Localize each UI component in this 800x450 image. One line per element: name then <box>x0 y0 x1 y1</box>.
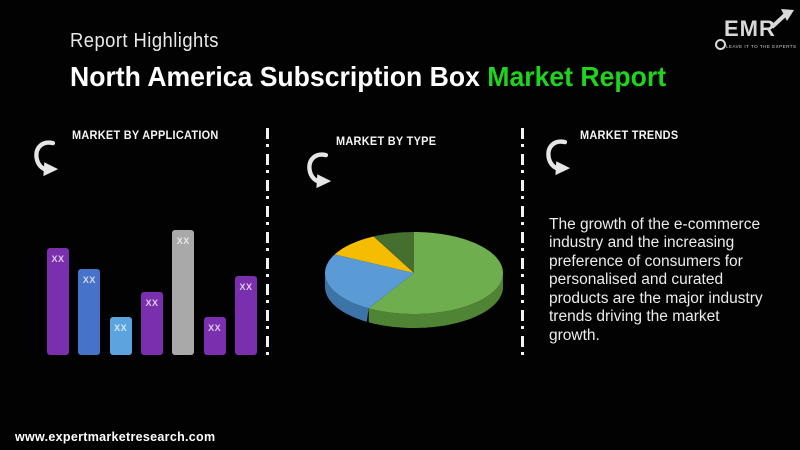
bar: XX <box>203 317 226 355</box>
report-eyebrow: Report Highlights <box>70 30 219 52</box>
curved-arrow-icon <box>546 139 571 176</box>
bar-value-label: XX <box>239 282 253 292</box>
section-title-trends: MARKET TRENDS <box>580 130 679 142</box>
footer-url: www.expertmarketresearch.com <box>15 430 216 444</box>
bar-value-label: XX <box>145 298 159 308</box>
pie-slice-side <box>368 273 503 328</box>
emr-logo-text: EMR <box>724 16 776 41</box>
page-title-white: North America Subscription Box <box>70 61 488 92</box>
bar-value-label: XX <box>208 323 222 333</box>
application-bar-chart: XX XX XX XX XX XX XX <box>47 225 257 355</box>
curved-arrow-icon <box>307 152 332 189</box>
bar: XX <box>78 269 101 355</box>
emr-tagline: Leave it to the Experts <box>726 44 797 49</box>
trends-paragraph: The growth of the e-commerce industry an… <box>549 215 763 345</box>
pie-slice <box>368 232 503 314</box>
pie-slice <box>373 232 414 273</box>
section-title-type: MARKET BY TYPE <box>336 136 437 148</box>
pie-slice <box>325 254 414 309</box>
dashed-divider <box>521 128 524 358</box>
bar-value-label: XX <box>51 254 65 264</box>
dashed-divider <box>266 128 269 358</box>
pie-slice <box>334 236 414 273</box>
pie-slice-side <box>325 273 369 322</box>
bar: XX <box>109 317 132 355</box>
magnifier-circle-icon <box>715 39 726 50</box>
bar: XX <box>47 248 69 355</box>
bar-value-label: XX <box>114 323 128 333</box>
section-title-application: MARKET BY APPLICATION <box>72 130 219 142</box>
page-title: North America Subscription Box Market Re… <box>70 61 666 93</box>
emr-arrow-icon <box>770 9 794 29</box>
bar: XX <box>140 292 163 355</box>
bar-value-label: XX <box>82 275 96 285</box>
bar: XX <box>234 276 257 355</box>
bar-value-label: XX <box>176 236 190 246</box>
bar: XX <box>172 230 195 355</box>
type-pie-chart <box>325 232 503 328</box>
curved-arrow-icon <box>34 140 59 177</box>
page-title-green: Market Report <box>487 61 667 92</box>
emr-logo: EMR Leave it to the Experts <box>712 9 796 60</box>
